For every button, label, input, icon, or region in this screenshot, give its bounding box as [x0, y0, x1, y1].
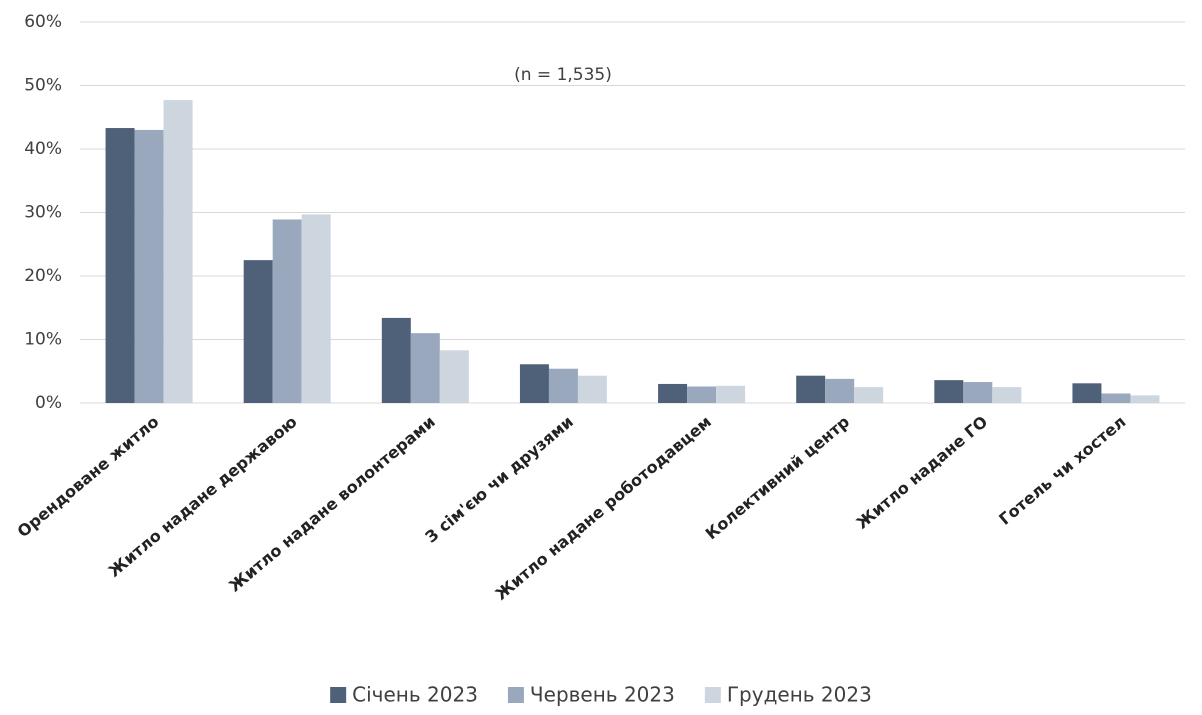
legend-swatch — [704, 687, 721, 703]
legend-swatch — [507, 687, 524, 703]
bar — [1101, 393, 1131, 403]
y-tick-label: 0% — [35, 393, 62, 413]
bar — [796, 375, 826, 403]
bar — [934, 380, 964, 403]
bar — [548, 368, 578, 403]
bar — [301, 214, 331, 403]
bar — [577, 375, 607, 403]
y-tick-label: 60% — [24, 12, 62, 32]
y-tick-label: 50% — [24, 76, 62, 96]
bar — [854, 387, 884, 403]
bar — [163, 100, 193, 403]
bar — [134, 129, 164, 403]
bar — [243, 260, 273, 403]
bar — [658, 383, 688, 403]
bar — [687, 386, 717, 403]
x-tick-label: Готель чи хостел — [995, 412, 1129, 529]
x-tick-label: Колективний центр — [702, 412, 853, 543]
x-tick-label: Житло надане роботодавцем — [491, 412, 715, 604]
legend-swatch — [330, 687, 347, 703]
bar — [439, 350, 469, 403]
bar — [410, 333, 440, 403]
bar — [519, 364, 549, 403]
legend-label: Грудень 2023 — [727, 683, 872, 707]
bar — [992, 387, 1022, 403]
bar — [381, 317, 411, 403]
bar — [1130, 395, 1160, 403]
x-tick-label: Житло надане ГО — [853, 412, 992, 533]
bar — [716, 385, 746, 403]
legend-label: Січень 2023 — [352, 683, 478, 707]
x-tick-label: Орендоване житло — [14, 412, 163, 541]
legend-label: Червень 2023 — [530, 683, 675, 707]
annotation: (n = 1,535) — [514, 65, 612, 85]
bar — [105, 128, 135, 404]
y-tick-label: 10% — [24, 330, 62, 350]
y-tick-label: 40% — [24, 139, 62, 159]
bar — [1072, 383, 1102, 403]
bar — [825, 378, 855, 403]
y-tick-label: 30% — [24, 203, 62, 223]
bar — [272, 219, 302, 403]
bar — [963, 382, 993, 403]
x-tick-label: З сім'єю чи друзями — [421, 412, 576, 547]
y-tick-label: 20% — [24, 266, 62, 286]
